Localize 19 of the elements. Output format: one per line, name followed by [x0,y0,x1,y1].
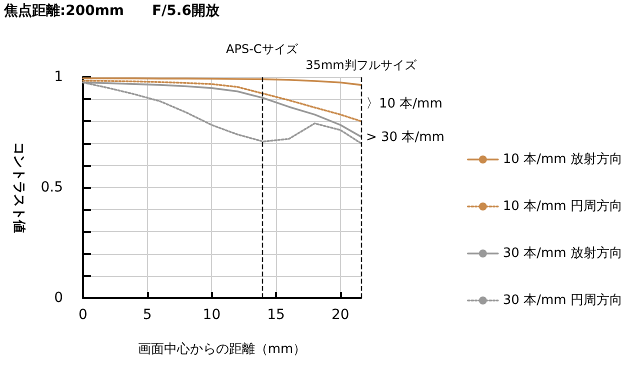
x-tick-label: 5 [142,307,152,323]
legend-label: 10 本/mm 円周方向 [502,198,622,214]
y-tick-label: 0 [54,290,63,306]
x-tick-label: 10 [202,307,221,323]
y-tick-label: 1 [54,69,63,85]
text: > 30 本/mm [366,130,444,145]
chart-title: 焦点距離:200mm F/5.6開放 [3,3,220,19]
legend-label: 30 本/mm 円周方向 [502,292,622,308]
ref-line-label: 35mm判フルサイズ [306,58,418,72]
x-tick-label: 15 [267,307,285,323]
text: 〉10 本/mm [366,96,442,112]
x-axis-title: 画面中心からの距離（mm） [138,341,306,357]
ref-line-label: APS-Cサイズ [226,42,299,56]
legend-label: 30 本/mm 放射方向 [502,245,622,261]
y-tick-label: 0.5 [40,180,63,196]
x-tick-label: 20 [331,307,350,323]
x-tick-label: 0 [78,307,88,323]
legend-label: 10 本/mm 放射方向 [502,151,622,167]
y-axis-title: コントラスト値 [11,142,26,233]
